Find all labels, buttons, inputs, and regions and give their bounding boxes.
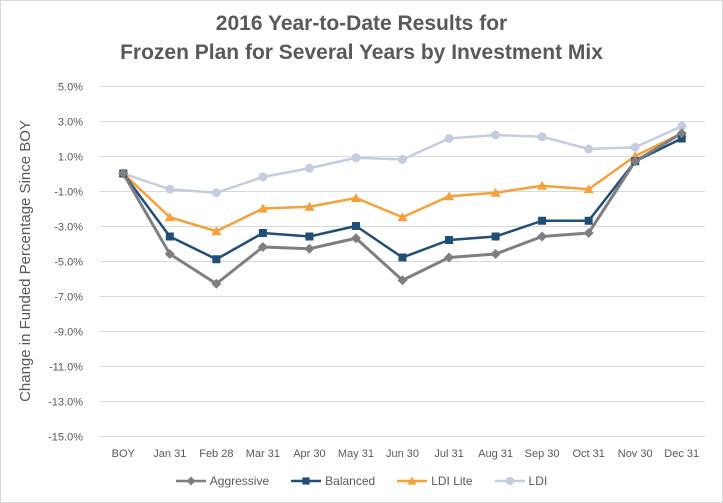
legend-swatch-ldi — [494, 476, 525, 486]
data-point-ldi-lite — [444, 191, 455, 201]
legend: Aggressive Balanced LDI Lite LDI — [0, 474, 723, 488]
legend-swatch-marker — [505, 476, 514, 486]
y-tick-labels: 5.0% 3.0% 1.0% -1.0% -3.0% -5.0% -7.0% -9.0% -11… — [48, 82, 83, 444]
y-axis-title: Change in Funded Percentage Since BOY — [17, 120, 34, 402]
legend-label: LDI Lite — [431, 474, 473, 488]
x-tick-label: Oct 31 — [572, 448, 604, 460]
y-tick-label: 3.0% — [58, 117, 83, 129]
data-point-balanced — [491, 232, 500, 241]
x-tick-label: Dec 31 — [664, 448, 699, 460]
data-point-aggressive — [397, 275, 408, 286]
data-point-ldi — [584, 144, 594, 154]
legend-swatch-balanced — [291, 477, 322, 485]
legend-swatch-marker — [186, 476, 196, 486]
legend-label: Aggressive — [209, 474, 270, 488]
data-point-aggressive — [630, 156, 641, 167]
data-point-ldi-lite — [537, 180, 548, 190]
data-point-ldi — [165, 184, 175, 194]
data-point-aggressive — [537, 231, 548, 242]
chart-title-line1: 2016 Year-to-Date Results for — [215, 12, 508, 35]
data-point-ldi-lite — [257, 203, 268, 213]
data-point-balanced — [212, 255, 221, 264]
data-point-balanced — [258, 229, 267, 237]
data-point-balanced — [445, 236, 454, 244]
x-tick-label: Mar 31 — [246, 448, 280, 460]
data-point-ldi — [537, 132, 547, 142]
x-tick-labels: BOY Jan 31 Feb 28 Mar 31 Apr 30 May 31 Jun 30 J… — [112, 448, 700, 460]
data-point-ldi — [444, 134, 454, 143]
x-tick-label: Aug 31 — [478, 448, 513, 460]
data-point-ldi-lite — [583, 184, 594, 194]
data-point-aggressive — [583, 228, 594, 238]
x-tick-label: Feb 28 — [199, 448, 233, 460]
data-point-ldi — [304, 163, 314, 173]
data-point-ldi — [258, 172, 268, 182]
x-tick-label: Apr 30 — [293, 448, 325, 460]
x-tick-label: Jan 31 — [153, 448, 186, 460]
x-tick-label: Jun 30 — [386, 448, 419, 460]
chart-title: 2016 Year-to-Date Results for Frozen Pla… — [0, 9, 723, 67]
y-tick-label: -11.0% — [49, 362, 83, 374]
data-point-ldi — [491, 130, 501, 140]
data-point-balanced — [165, 232, 174, 241]
x-tick-label: Sep 30 — [525, 448, 560, 460]
y-tick-label: -5.0% — [54, 257, 83, 269]
data-point-ldi — [351, 153, 361, 163]
x-tick-label: Jul 31 — [434, 448, 463, 460]
data-point-ldi-lite — [350, 193, 361, 202]
data-point-ldi-lite — [211, 226, 222, 236]
legend-label: Balanced — [325, 474, 376, 488]
legend-swatch-marker — [407, 476, 417, 485]
legend-swatch-ldi-lite — [397, 476, 428, 485]
y-tick-label: -3.0% — [54, 222, 83, 234]
data-point-balanced — [305, 232, 314, 241]
data-point-aggressive — [490, 249, 501, 259]
data-point-balanced — [351, 222, 360, 230]
data-point-ldi — [630, 142, 640, 152]
series-markers — [118, 121, 687, 289]
legend-swatch-aggressive — [175, 476, 206, 486]
legend-item-aggressive: Aggressive — [175, 474, 270, 488]
y-tick-label: -9.0% — [54, 327, 83, 339]
data-point-aggressive — [444, 252, 455, 263]
data-point-ldi — [677, 121, 687, 131]
data-point-balanced — [584, 216, 593, 225]
y-tick-label: -7.0% — [54, 292, 83, 304]
x-tick-label: Nov 30 — [618, 448, 653, 460]
data-point-aggressive — [257, 242, 268, 252]
data-point-aggressive — [211, 278, 222, 289]
y-tick-label: 5.0% — [58, 82, 83, 94]
data-point-ldi — [398, 155, 407, 164]
data-point-balanced — [538, 216, 547, 225]
legend-swatch-marker — [302, 477, 310, 485]
data-point-aggressive — [350, 233, 361, 244]
data-point-aggressive — [118, 168, 129, 179]
data-point-aggressive — [676, 128, 687, 139]
legend-item-balanced: Balanced — [291, 474, 375, 488]
legend-item-ldi: LDI — [494, 474, 548, 488]
data-point-balanced — [677, 134, 686, 143]
data-point-aggressive — [304, 243, 315, 254]
x-tick-label: May 31 — [338, 448, 374, 460]
chart-title-line2: Frozen Plan for Several Years by Investm… — [120, 41, 603, 64]
data-point-ldi-lite — [397, 212, 408, 222]
x-tick-label: BOY — [112, 448, 136, 460]
data-point-ldi-lite — [304, 201, 315, 211]
data-point-aggressive — [164, 249, 175, 259]
data-point-ldi-lite — [164, 212, 175, 222]
y-tick-label: -15.0% — [48, 432, 83, 444]
y-tick-label: -1.0% — [54, 187, 83, 199]
data-point-ldi-lite — [490, 187, 501, 197]
legend-item-ldi-lite: LDI Lite — [397, 474, 473, 488]
data-point-ldi — [211, 188, 221, 198]
data-point-balanced — [398, 253, 407, 262]
legend-label: LDI — [528, 474, 548, 488]
y-tick-label: -13.0% — [48, 397, 83, 409]
y-tick-label: 1.0% — [58, 152, 83, 164]
